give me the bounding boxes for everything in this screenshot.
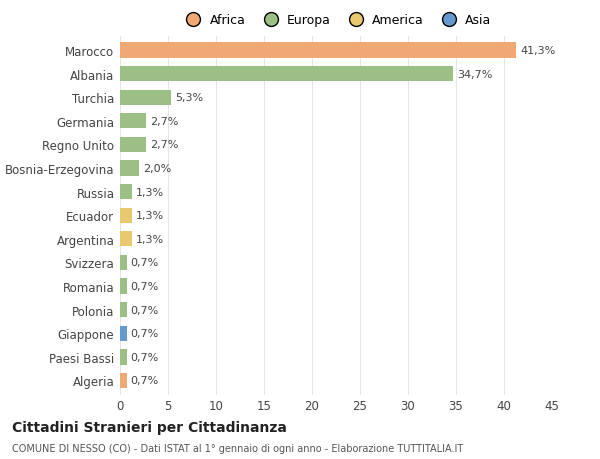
- Bar: [120, 90, 171, 106]
- Bar: [120, 208, 133, 224]
- Text: 0,7%: 0,7%: [131, 352, 159, 362]
- Text: COMUNE DI NESSO (CO) - Dati ISTAT al 1° gennaio di ogni anno - Elaborazione TUTT: COMUNE DI NESSO (CO) - Dati ISTAT al 1° …: [12, 443, 463, 453]
- Bar: [120, 43, 517, 58]
- Text: 34,7%: 34,7%: [457, 69, 493, 79]
- Bar: [120, 373, 127, 388]
- Bar: [120, 302, 127, 318]
- Legend: Africa, Europa, America, Asia: Africa, Europa, America, Asia: [176, 9, 496, 32]
- Text: 0,7%: 0,7%: [131, 258, 159, 268]
- Bar: [120, 185, 133, 200]
- Text: 2,7%: 2,7%: [150, 140, 178, 150]
- Text: 0,7%: 0,7%: [131, 305, 159, 315]
- Text: 41,3%: 41,3%: [520, 46, 556, 56]
- Bar: [120, 137, 146, 153]
- Bar: [120, 114, 146, 129]
- Text: 0,7%: 0,7%: [131, 281, 159, 291]
- Text: 1,3%: 1,3%: [136, 234, 164, 244]
- Bar: [120, 255, 127, 270]
- Bar: [120, 67, 453, 82]
- Text: 1,3%: 1,3%: [136, 211, 164, 221]
- Text: 1,3%: 1,3%: [136, 187, 164, 197]
- Text: 0,7%: 0,7%: [131, 375, 159, 386]
- Bar: [120, 326, 127, 341]
- Bar: [120, 349, 127, 365]
- Text: Cittadini Stranieri per Cittadinanza: Cittadini Stranieri per Cittadinanza: [12, 420, 287, 434]
- Text: 5,3%: 5,3%: [175, 93, 203, 103]
- Bar: [120, 161, 139, 176]
- Bar: [120, 232, 133, 247]
- Text: 0,7%: 0,7%: [131, 329, 159, 338]
- Text: 2,7%: 2,7%: [150, 117, 178, 127]
- Bar: [120, 279, 127, 294]
- Text: 2,0%: 2,0%: [143, 163, 171, 174]
